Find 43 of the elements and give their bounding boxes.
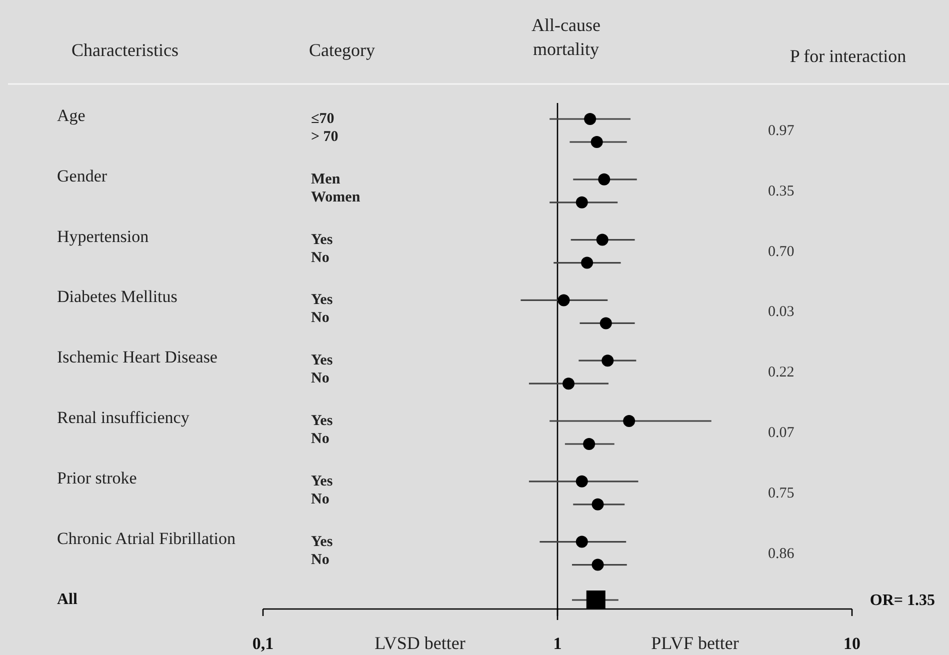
y-tick-label: Women (311, 189, 361, 206)
y-tick-label: > 70 (311, 129, 338, 145)
y-tick-label: No (311, 552, 330, 568)
text: Gender (57, 166, 108, 186)
text: Hypertension (57, 226, 150, 246)
y-tick-label: No (311, 370, 330, 387)
y-tick-label: Yes (311, 352, 333, 369)
text: Renal insufficiency (57, 408, 190, 427)
chart-title: All-cause mortality (532, 15, 600, 59)
text: Prior stroke (57, 468, 137, 488)
text: Ischemic Heart Disease (57, 348, 218, 367)
y-tick-label: ≤70 (311, 111, 334, 127)
y-tick-label: Yes (311, 232, 333, 248)
text: Chronic Atrial Fibrillation (57, 528, 236, 548)
y-tick-label: No (311, 250, 330, 266)
x-tick-label: 10 (844, 634, 860, 653)
text: LVSD better (374, 633, 466, 653)
text: OR= 1.35 (870, 592, 935, 609)
text: Category (309, 40, 375, 60)
annotation: 0.70 (768, 244, 794, 260)
text: Diabetes Mellitus (57, 287, 178, 306)
annotation: 0.03 (768, 304, 794, 320)
y-tick-label: Men (311, 171, 341, 188)
y-tick-label: No (311, 431, 330, 447)
y-tick-label: Yes (311, 292, 333, 308)
annotation: 0.75 (768, 485, 794, 502)
y-tick-label: No (311, 491, 330, 508)
annotation: 0.86 (768, 546, 795, 562)
annotation: 0.97 (768, 123, 795, 139)
text: P for interaction (790, 46, 906, 66)
x-tick-label: 0,1 (252, 634, 274, 653)
text: All (57, 591, 78, 608)
y-tick-label: Yes (311, 473, 333, 490)
text: PLVF better (651, 633, 739, 653)
annotation: 0.35 (768, 183, 794, 200)
y-tick-label: No (311, 310, 330, 326)
annotation: 0.22 (768, 364, 794, 381)
annotation: 0.07 (768, 425, 795, 441)
text: Characteristics (72, 40, 178, 60)
y-tick-label: Yes (311, 534, 333, 550)
x-tick-label: 1 (553, 634, 562, 653)
text: Age (57, 106, 86, 125)
y-tick-label: Yes (311, 413, 333, 429)
